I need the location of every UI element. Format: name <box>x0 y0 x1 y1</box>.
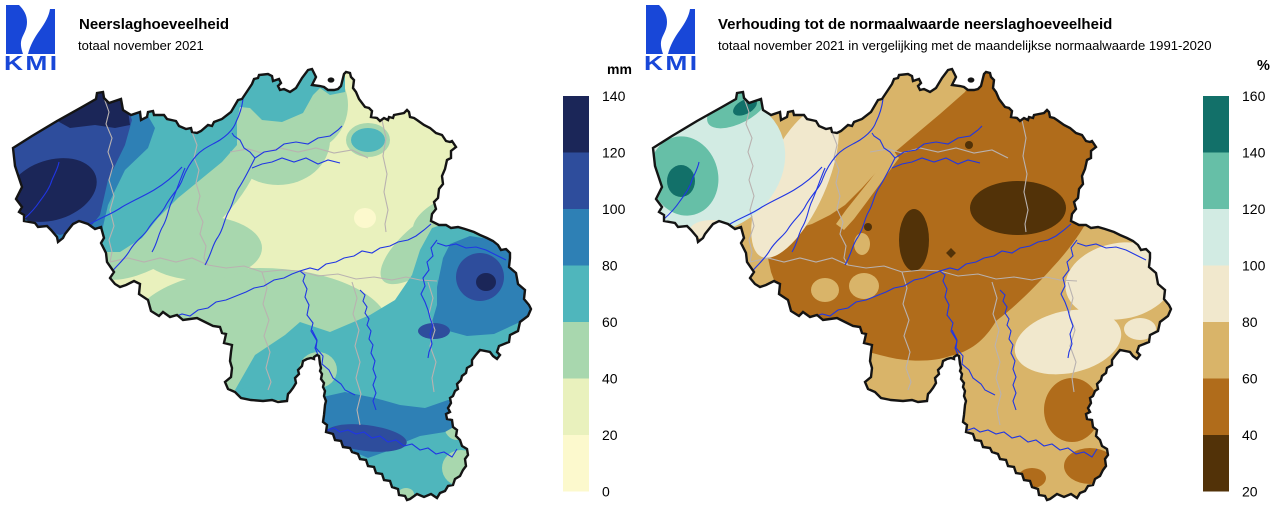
svg-text:60: 60 <box>1242 371 1258 387</box>
svg-text:Verhouding tot de normaalwaard: Verhouding tot de normaalwaarde neerslag… <box>718 16 1112 33</box>
svg-text:KMI: KMI <box>4 52 59 74</box>
svg-text:40: 40 <box>602 371 618 387</box>
svg-text:totaal november 2021 in vergel: totaal november 2021 in vergelijking met… <box>718 38 1212 53</box>
svg-text:120: 120 <box>602 145 626 161</box>
svg-text:100: 100 <box>1242 258 1266 274</box>
svg-text:80: 80 <box>1242 314 1258 330</box>
svg-text:80: 80 <box>602 258 618 274</box>
svg-text:totaal november 2021: totaal november 2021 <box>78 38 204 53</box>
svg-text:140: 140 <box>602 88 626 104</box>
svg-text:160: 160 <box>1242 88 1266 104</box>
svg-text:140: 140 <box>1242 145 1266 161</box>
svg-text:20: 20 <box>1242 484 1258 500</box>
svg-text:0: 0 <box>602 484 610 500</box>
svg-text:%: % <box>1257 58 1270 74</box>
svg-text:mm: mm <box>607 61 632 77</box>
svg-text:100: 100 <box>602 201 626 217</box>
svg-text:Neerslaghoeveelheid: Neerslaghoeveelheid <box>79 16 229 33</box>
svg-text:60: 60 <box>602 314 618 330</box>
svg-text:40: 40 <box>1242 427 1258 443</box>
svg-text:120: 120 <box>1242 201 1266 217</box>
svg-text:20: 20 <box>602 427 618 443</box>
